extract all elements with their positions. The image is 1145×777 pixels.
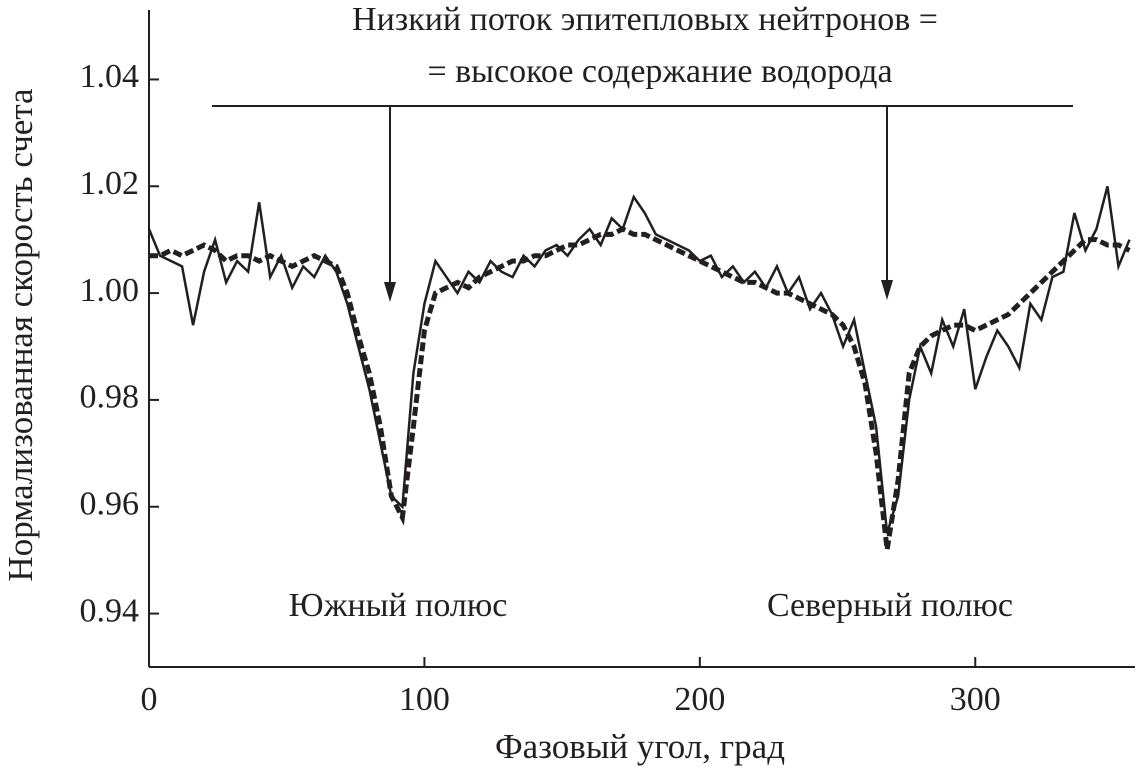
y-tick-label: 1.04 — [80, 58, 140, 95]
x-tick-label: 100 — [399, 681, 450, 718]
x-tick-label: 300 — [950, 681, 1001, 718]
annotation: = высокое содержание водорода — [427, 53, 892, 90]
y-tick-label: 0.94 — [80, 592, 140, 629]
x-axis-label: Фазовый угол, град — [495, 727, 785, 766]
x-tick-label: 200 — [674, 681, 725, 718]
y-tick-label: 0.96 — [80, 486, 140, 523]
y-tick-label: 0.98 — [80, 379, 140, 416]
y-axis-label: Нормализованная скорость счета — [1, 88, 40, 582]
x-tick-label: 0 — [141, 681, 158, 718]
data-line — [147, 185, 1131, 534]
annotation: Северный полюс — [767, 587, 1013, 624]
y-tick-label: 1.00 — [80, 272, 140, 309]
annotation: Южный полюс — [289, 587, 508, 624]
y-tick-label: 1.02 — [80, 165, 140, 202]
arrow-head — [384, 282, 396, 302]
annotation: Низкий поток эпитепловых нейтронов = — [352, 1, 938, 38]
data-line — [149, 226, 1131, 550]
arrow-head — [881, 280, 893, 300]
